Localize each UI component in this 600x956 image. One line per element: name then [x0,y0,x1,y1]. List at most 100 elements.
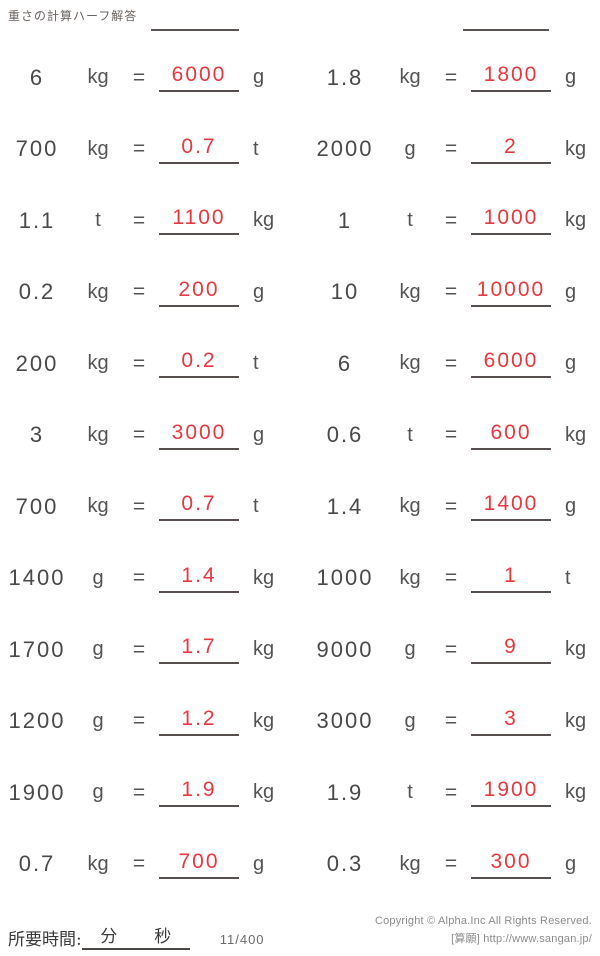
equals-sign: = [444,566,458,590]
given-unit: g [404,137,416,160]
equals-sign: = [132,65,146,89]
problem-right: 1.4 kg = 1400 g [300,492,600,522]
given-unit: kg [87,423,109,446]
problem-left: 1.1 t = 1100 kg [0,206,300,236]
answer-unit: t [253,495,259,518]
answer-unit: t [253,137,259,160]
answer-unit: kg [565,423,587,446]
problem-left: 0.7 kg = 700 g [0,850,300,879]
answer-unit: kg [253,638,275,661]
answer-value: 1100 [159,206,239,236]
answer-unit: g [565,280,577,303]
answer-value: 600 [471,421,551,450]
problem-left: 700 kg = 0.7 t [0,135,300,164]
equals-sign: = [444,709,458,733]
equals-sign: = [444,208,458,232]
answer-value: 0.7 [159,492,239,522]
answer-value: 200 [159,278,239,307]
given-value: 1900 [8,779,66,805]
answer-value: 1.2 [159,707,239,736]
answer-unit: g [565,495,577,518]
answer-unit: g [253,423,265,446]
given-value: 1700 [8,636,66,662]
equals-sign: = [444,423,458,447]
answer-value: 3000 [159,421,239,450]
given-value: 1200 [8,708,66,734]
problem-left: 3 kg = 3000 g [0,421,300,450]
answer-value: 6000 [159,63,239,93]
equals-sign: = [444,494,458,518]
problem-row: 1400 g = 1.4 kg 1000 kg = 1 t [0,543,600,615]
time-blank-line: 分秒 [81,922,190,950]
copyright: Copyright © Alpha.Inc All Rights Reserve… [375,912,592,948]
problem-row: 0.7 kg = 700 g 0.3 kg = 300 g [0,829,600,901]
given-value: 0.3 [326,851,364,877]
problem-row: 6 kg = 6000 g 1.8 kg = 1800 g [0,42,600,114]
answer-unit: g [253,852,265,875]
answer-unit: kg [565,709,587,732]
answer-value: 1400 [471,492,551,522]
given-unit: kg [399,280,421,303]
given-value: 700 [15,493,59,519]
equals-sign: = [132,566,146,590]
equals-sign: = [132,423,146,447]
given-value: 6 [29,64,45,90]
problem-right: 3000 g = 3 kg [300,707,600,736]
answer-value: 300 [471,850,551,879]
given-unit: kg [87,852,109,875]
answer-unit: g [253,66,265,89]
copyright-line-2: [算願] http://www.sangan.jp/ [451,933,592,946]
given-value: 6 [337,350,353,376]
answer-value: 10000 [471,278,551,307]
answer-unit: kg [253,781,275,804]
answer-value: 0.2 [159,349,239,379]
answer-unit: g [565,852,577,875]
answer-value: 6000 [471,349,551,379]
problem-right: 2000 g = 2 kg [300,135,600,164]
given-unit: kg [87,495,109,518]
answer-value: 1800 [471,63,551,93]
problem-row: 200 kg = 0.2 t 6 kg = 6000 g [0,328,600,400]
name-blank-line-1 [151,29,239,31]
answer-value: 1 [471,564,551,593]
given-unit: kg [87,137,109,160]
equals-sign: = [132,494,146,518]
answer-unit: kg [253,209,275,232]
seconds-label: 秒 [154,927,172,947]
problem-right: 1.9 t = 1900 kg [300,778,600,808]
problem-left: 1900 g = 1.9 kg [0,778,300,808]
problem-left: 6 kg = 6000 g [0,63,300,93]
given-value: 2000 [316,136,374,162]
answer-value: 1.7 [159,635,239,665]
answer-unit: t [253,352,259,375]
given-unit: g [404,638,416,661]
given-value: 1.4 [326,493,364,519]
given-unit: t [407,423,413,446]
given-unit: g [92,781,104,804]
given-value: 1.1 [18,207,56,233]
equals-sign: = [132,637,146,661]
given-unit: kg [87,280,109,303]
problem-row: 3 kg = 3000 g 0.6 t = 600 kg [0,400,600,472]
equals-sign: = [132,137,146,161]
given-value: 9000 [316,636,374,662]
problem-right: 1 t = 1000 kg [300,206,600,236]
problems: 6 kg = 6000 g 1.8 kg = 1800 g 700 kg = 0… [0,42,600,900]
given-value: 1.8 [326,64,364,90]
problem-right: 0.3 kg = 300 g [300,850,600,879]
given-unit: t [95,209,101,232]
equals-sign: = [132,280,146,304]
problem-right: 0.6 t = 600 kg [300,421,600,450]
answer-value: 700 [159,850,239,879]
answer-unit: g [253,280,265,303]
problem-row: 1900 g = 1.9 kg 1.9 t = 1900 kg [0,757,600,829]
answer-unit: kg [253,566,275,589]
problem-left: 1700 g = 1.7 kg [0,635,300,665]
problem-right: 1.8 kg = 1800 g [300,63,600,93]
given-unit: g [404,709,416,732]
given-value: 0.2 [18,279,56,305]
given-value: 10 [330,279,360,305]
given-value: 3000 [316,708,374,734]
given-unit: kg [399,66,421,89]
